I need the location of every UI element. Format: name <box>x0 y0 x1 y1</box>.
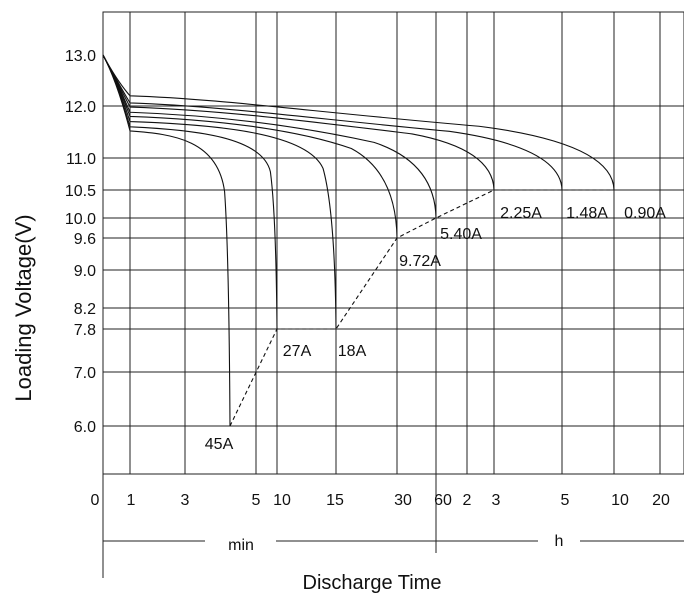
x-tick-label: 5 <box>252 492 261 509</box>
series-label: 5.40A <box>440 226 482 243</box>
curve-5.40A <box>102 54 437 219</box>
x-tick-label: 1 <box>127 492 136 509</box>
y-tick-label: 12.0 <box>65 99 96 116</box>
x-tick-label: 10 <box>273 492 291 509</box>
y-tick-label: 10.0 <box>65 211 96 228</box>
end-voltage-cutoff <box>229 189 614 427</box>
series-label: 27A <box>283 343 312 360</box>
x-tick-label: 3 <box>181 492 190 509</box>
x-tick-label: 15 <box>326 492 344 509</box>
series-label: 45A <box>205 436 234 453</box>
y-tick-label: 7.0 <box>74 365 96 382</box>
x-tick-label: 2 <box>463 492 472 509</box>
plot-frame <box>102 11 684 475</box>
x-tick-label: 10 <box>611 492 629 509</box>
series-label: 0.90A <box>624 205 666 222</box>
y-tick-label: 13.0 <box>65 48 96 65</box>
unit-labels: min h <box>228 533 563 554</box>
y-tick-label: 10.5 <box>65 183 96 200</box>
chart-grid <box>102 11 684 578</box>
x-axis-title: Discharge Time <box>303 572 442 594</box>
x-tick-label: 0 <box>91 492 100 509</box>
series-label: 9.72A <box>399 253 441 270</box>
curve-9.72A <box>102 54 398 239</box>
series-label: 2.25A <box>500 205 542 222</box>
curve-0.90A <box>102 54 615 191</box>
series-label: 18A <box>338 343 367 360</box>
x-axis-ticks: 0 1 3 5 10 15 30 60 2 3 5 10 20 <box>91 492 670 509</box>
x-tick-label: 20 <box>652 492 670 509</box>
x-tick-label: 3 <box>492 492 501 509</box>
curve-18A <box>102 54 337 330</box>
chart-curves <box>102 54 615 427</box>
cutoff-line <box>229 189 614 427</box>
x-tick-label: 60 <box>434 492 452 509</box>
y-tick-label: 9.0 <box>74 263 96 280</box>
x-tick-label: 5 <box>561 492 570 509</box>
y-tick-label: 6.0 <box>74 419 96 436</box>
curve-2.25A <box>102 54 495 191</box>
y-tick-label: 11.0 <box>66 151 96 168</box>
curve-27A <box>102 54 278 330</box>
curve-45A <box>102 54 231 427</box>
x-tick-label: 30 <box>394 492 412 509</box>
y-axis-ticks: 13.0 12.0 11.0 10.5 10.0 9.6 9.0 8.2 7.8 7.0 6.0 <box>65 48 96 436</box>
unit-label-h: h <box>555 533 564 550</box>
y-tick-label: 7.8 <box>74 322 96 339</box>
curve-1.48A <box>102 54 563 191</box>
y-axis-title: Loading Voltage(V) <box>11 214 36 401</box>
series-labels: 45A 27A 18A 9.72A 5.40A 2.25A 1.48A 0.90A <box>205 205 666 453</box>
unit-label-min: min <box>228 537 254 554</box>
y-tick-label: 9.6 <box>74 231 96 248</box>
series-label: 1.48A <box>566 205 608 222</box>
y-tick-label: 8.2 <box>74 301 96 318</box>
